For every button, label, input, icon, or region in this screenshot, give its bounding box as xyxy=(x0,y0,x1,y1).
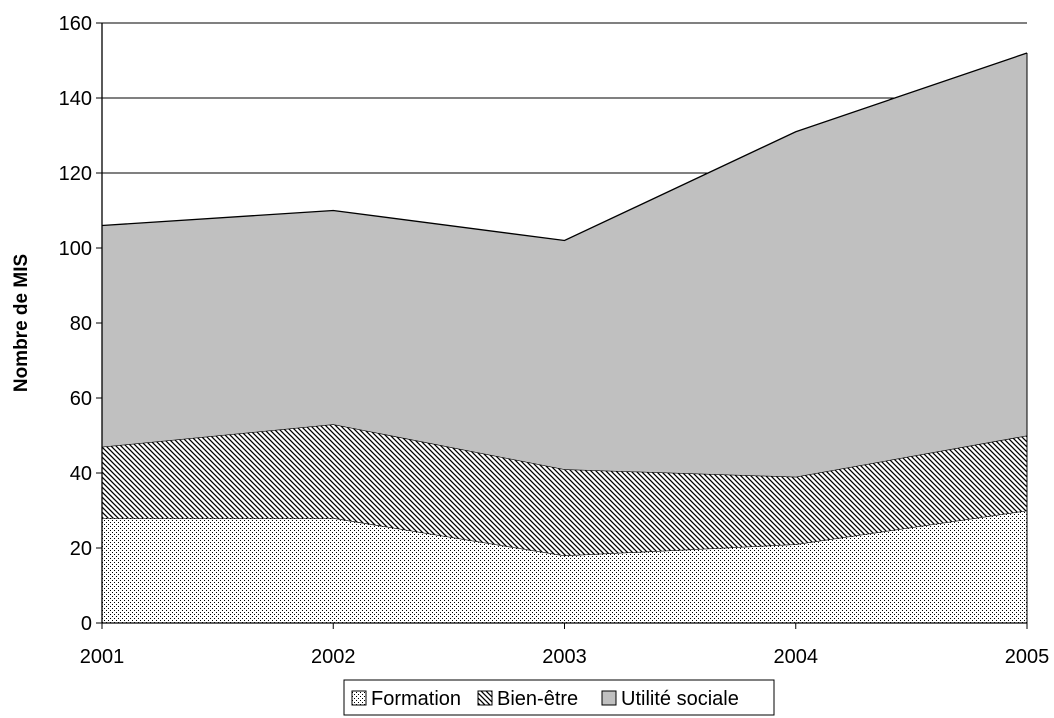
y-tick-label: 100 xyxy=(59,238,92,260)
y-tick-label: 80 xyxy=(70,313,92,335)
x-tick-label: 2001 xyxy=(80,646,125,668)
legend-label: Bien-être xyxy=(497,688,578,710)
series-top-line xyxy=(101,52,1028,242)
y-tick-label: 40 xyxy=(70,463,92,485)
x-tick-label: 2003 xyxy=(542,646,587,668)
y-tick-label: 120 xyxy=(59,163,92,185)
y-tick-label: 160 xyxy=(59,13,92,35)
y-tick-label: 60 xyxy=(70,388,92,410)
legend-label: Utilité sociale xyxy=(621,688,739,710)
axes: 0 20 40 60 80 100 120 140 160 2001 2002 2003 2004 200… xyxy=(59,13,1050,668)
y-tick-label: 0 xyxy=(81,613,92,635)
y-tick-label: 140 xyxy=(59,88,92,110)
x-tick-label: 2004 xyxy=(774,646,819,668)
x-tick-label: 2002 xyxy=(311,646,356,668)
legend-swatch xyxy=(601,690,617,706)
legend-swatch xyxy=(351,690,367,706)
x-tick-label: 2005 xyxy=(1005,646,1050,668)
legend-label: Formation xyxy=(371,688,461,710)
area-utilit-sociale xyxy=(102,53,1027,477)
y-tick-label: 20 xyxy=(70,538,92,560)
legend-swatch xyxy=(477,690,493,706)
y-axis-title: Nombre de MIS xyxy=(11,254,32,392)
area-formation xyxy=(102,510,1027,623)
legend-box xyxy=(343,679,775,716)
area-series xyxy=(101,52,1028,623)
area-bien-tre xyxy=(102,424,1027,556)
legend: Formation Bien-être Utilité sociale xyxy=(343,679,775,716)
